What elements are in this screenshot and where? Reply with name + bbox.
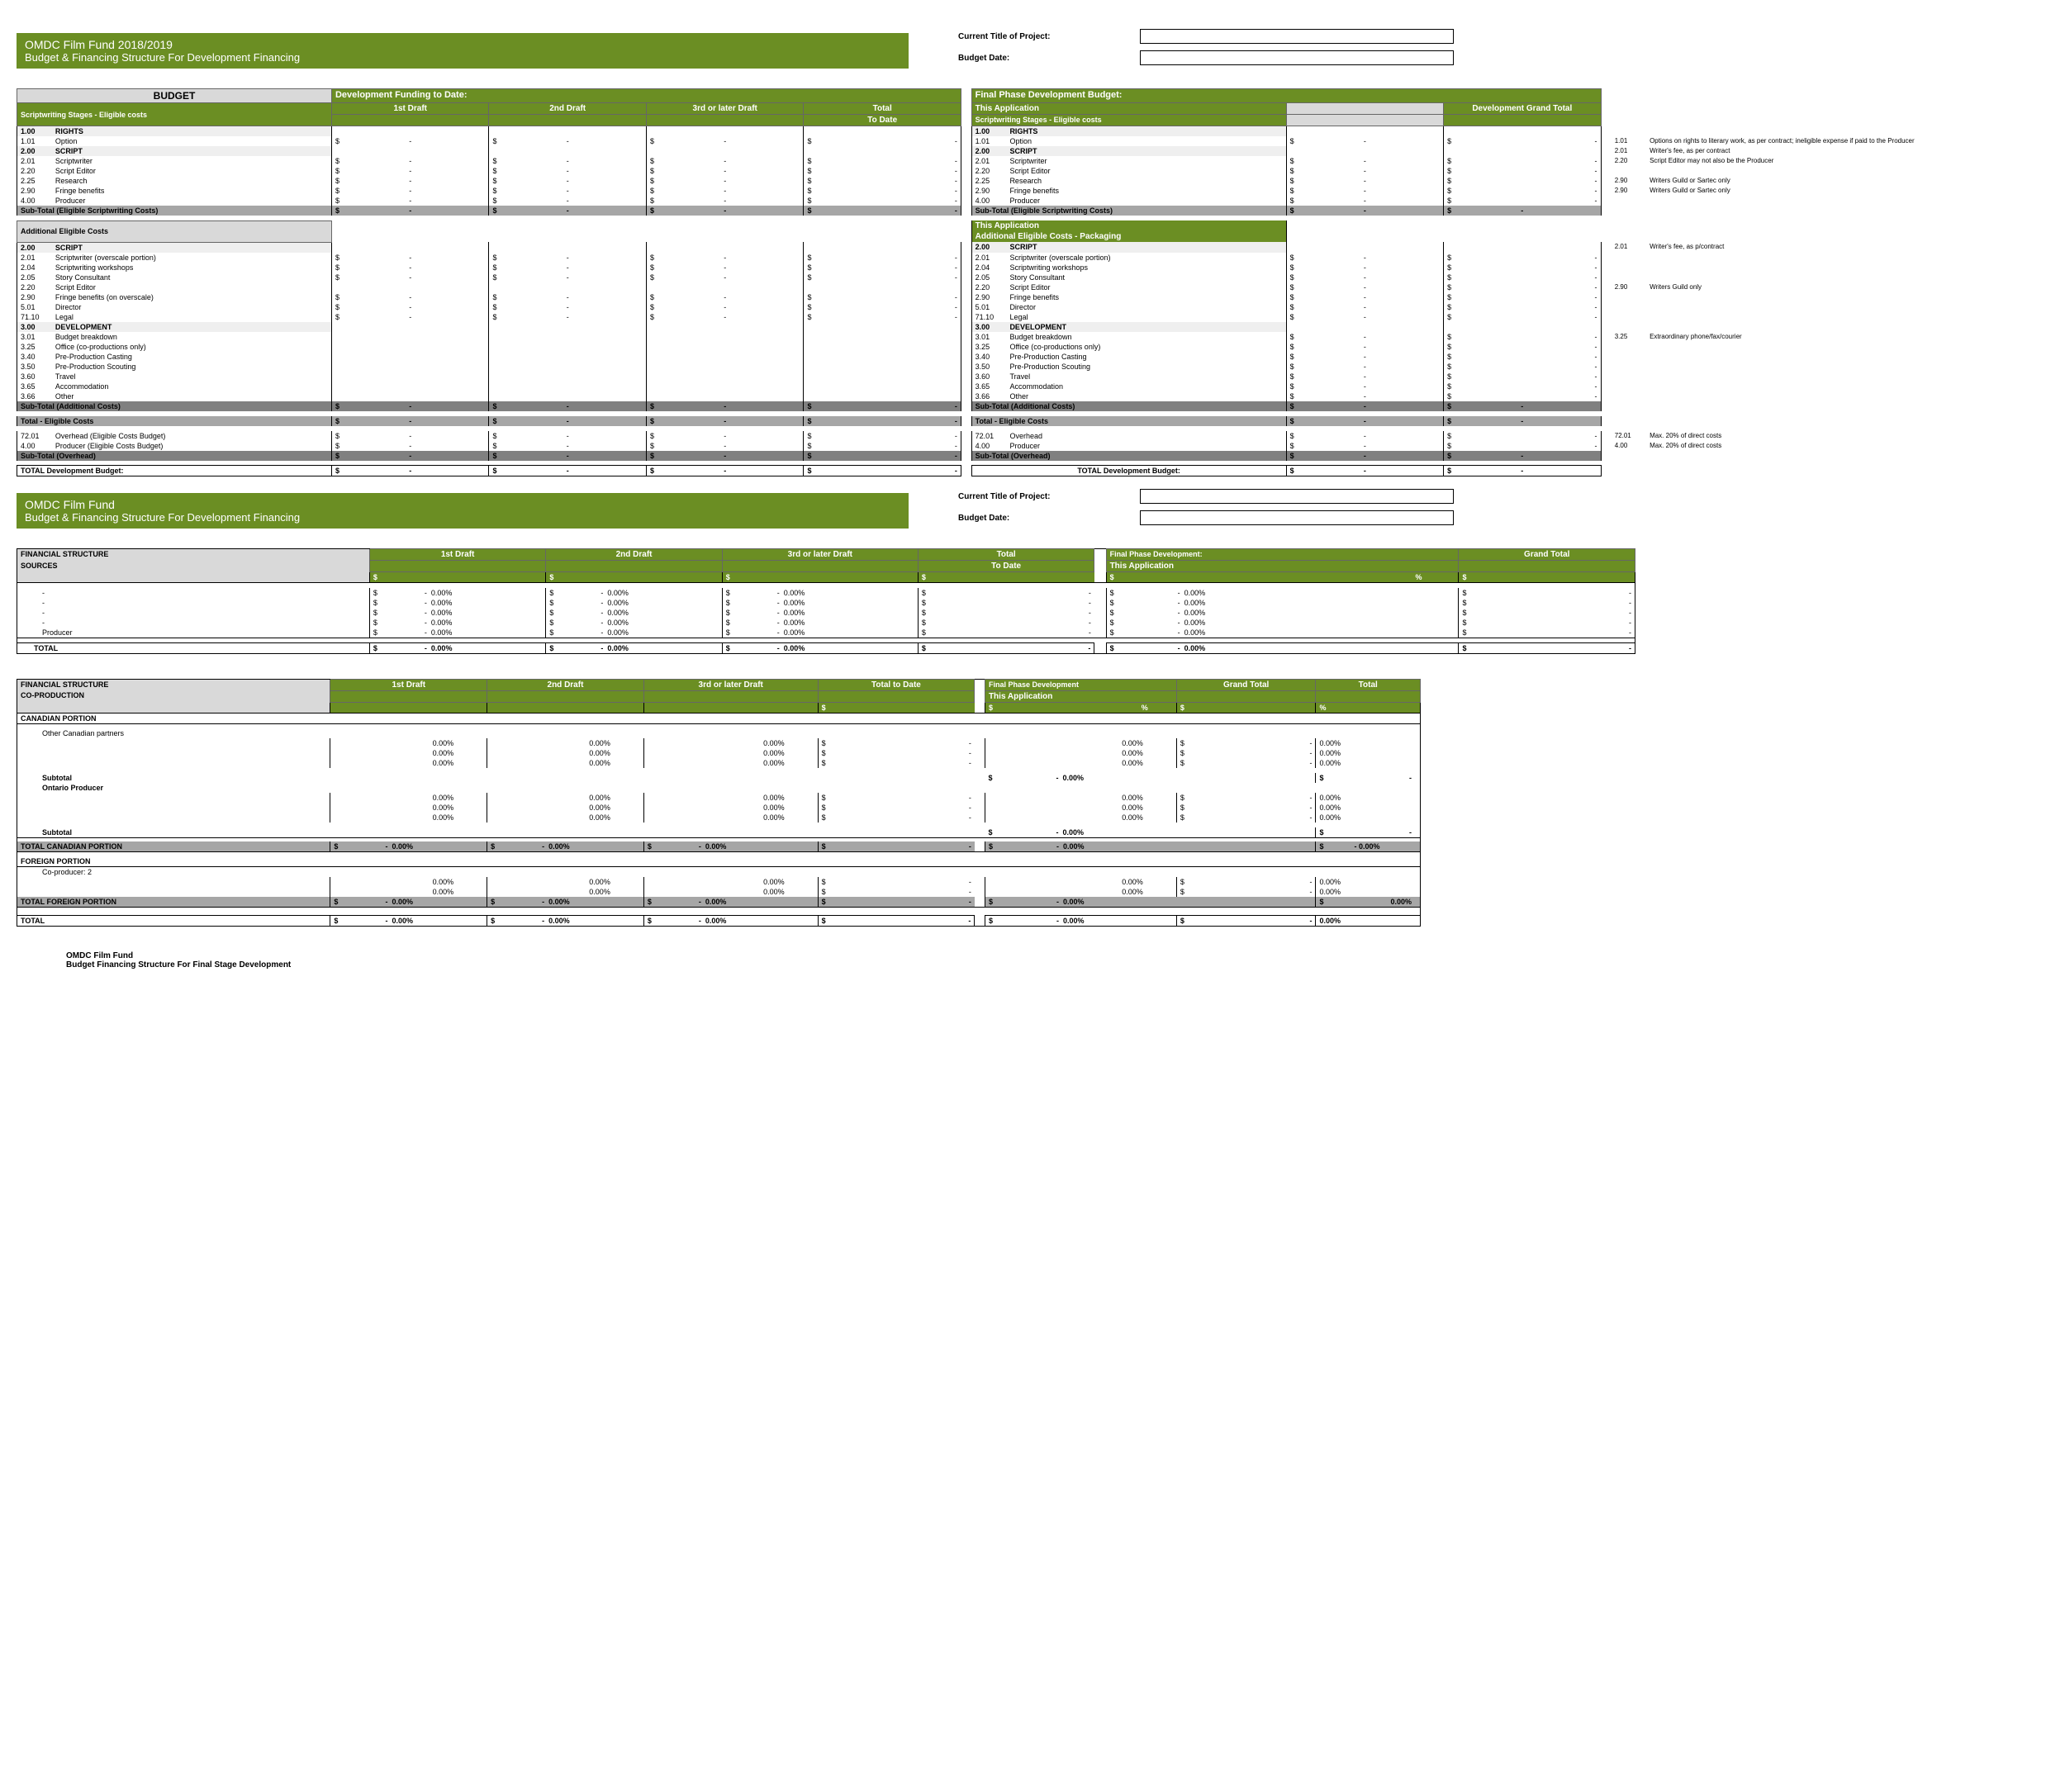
todate-head: To Date bbox=[804, 115, 961, 126]
coprod-table: FINANCIAL STRUCTURE 1st Draft 2nd Draft … bbox=[17, 679, 1421, 927]
meta-block-1: Current Title of Project: Budget Date: bbox=[958, 29, 1619, 65]
addl-header-row: Additional Eligible Costs This Applicati… bbox=[17, 220, 2049, 231]
fs-row: -$- 0.00%$- 0.00%$- 0.00%$-$- 0.00%$- bbox=[17, 598, 1635, 608]
draft-1-head: 1st Draft bbox=[331, 103, 488, 115]
coprod-row: 0.00%0.00%0.00%$-0.00%$-0.00% bbox=[17, 887, 1421, 897]
header-bar-1: OMDC Film Fund 2018/2019 Budget & Financ… bbox=[17, 33, 909, 69]
budget-row-b: 3.60Travel3.60Travel$-$- bbox=[17, 372, 2049, 382]
coprod-row: 0.00%0.00%0.00%$-0.00%$-0.00% bbox=[17, 877, 1421, 887]
script-stages-hdr2: Scriptwriting Stages - Eligible costs bbox=[971, 115, 1286, 126]
draft-3-head: 3rd or later Draft bbox=[646, 103, 803, 115]
footer-line1: OMDC Film Fund bbox=[66, 951, 2048, 960]
fs-total-row: TOTAL $- 0.00% $- 0.00% $- 0.00% $- $- 0… bbox=[17, 642, 1635, 653]
cp-head-row1: FINANCIAL STRUCTURE 1st Draft 2nd Draft … bbox=[17, 679, 1421, 690]
dev-funding-title: Development Funding to Date: bbox=[331, 89, 961, 103]
date-label-1: Budget Date: bbox=[958, 54, 1140, 63]
project-field-2[interactable] bbox=[1140, 489, 1454, 504]
budget-row-b: 2.01Scriptwriter (overscale portion)$-$-… bbox=[17, 253, 2049, 263]
coprod-row: 0.00%0.00%0.00%$-0.00%$-0.00% bbox=[17, 738, 1421, 748]
total-eligible-row: Total - Eligible Costs $- $- $- $- Total… bbox=[17, 416, 2049, 426]
script-stages-hdr: Scriptwriting Stages - Eligible costs bbox=[17, 103, 332, 126]
budget-row-b: 3.00DEVELOPMENT3.00DEVELOPMENT bbox=[17, 322, 2049, 332]
cp-head-row2: CO-PRODUCTION This Application bbox=[17, 690, 1421, 702]
budget-row-b: 2.00SCRIPT2.00SCRIPT2.01Writer's fee, as… bbox=[17, 242, 2049, 253]
fs-head-row2: SOURCES To Date This Application bbox=[17, 561, 1635, 572]
budget-row-b: 3.65Accommodation3.65Accommodation$-$- bbox=[17, 382, 2049, 391]
budget-table: BUDGET Development Funding to Date: Fina… bbox=[17, 88, 2048, 476]
coprod-row: 0.00%0.00%0.00%$-0.00%$-0.00% bbox=[17, 813, 1421, 823]
footer-line2: Budget Financing Structure For Final Sta… bbox=[66, 960, 2048, 969]
date-label-2: Budget Date: bbox=[958, 514, 1140, 523]
fs-row: -$- 0.00%$- 0.00%$- 0.00%$-$- 0.00%$- bbox=[17, 588, 1635, 598]
budget-row-a: 2.01Scriptwriter$-$-$-$-2.01Scriptwriter… bbox=[17, 156, 2049, 166]
coprod-row: 0.00%0.00%0.00%$-0.00%$-0.00% bbox=[17, 758, 1421, 768]
budget-title: BUDGET bbox=[17, 89, 332, 103]
fs-currency-row: $ $ $ $ $% $ bbox=[17, 572, 1635, 583]
budget-row-a: 4.00Producer$-$-$-$-4.00Producer$-$- bbox=[17, 196, 2049, 206]
budget-row-b: 3.40Pre-Production Casting3.40Pre-Produc… bbox=[17, 352, 2049, 362]
budget-row-a: 2.20Script Editor$-$-$-$-2.20Script Edit… bbox=[17, 166, 2049, 176]
date-field-1[interactable] bbox=[1140, 50, 1454, 65]
subtotal-a-row: Sub-Total (Eligible Scriptwriting Costs)… bbox=[17, 206, 2049, 216]
budget-row-b: 71.10Legal$-$-$-$-71.10Legal$-$- bbox=[17, 312, 2049, 322]
budget-row-b: 3.66Other3.66Other$-$- bbox=[17, 391, 2049, 401]
project-label-1: Current Title of Project: bbox=[958, 32, 1140, 41]
cp-total-cdn: TOTAL CANADIAN PORTION $- 0.00% $- 0.00%… bbox=[17, 841, 1421, 852]
subtotal-c-row: Sub-Total (Overhead) $- $- $- $- Sub-Tot… bbox=[17, 451, 2049, 461]
meta-block-2: Current Title of Project: Budget Date: bbox=[958, 489, 1619, 525]
header-title-1: OMDC Film Fund 2018/2019 bbox=[25, 38, 900, 51]
header-subtitle-1: Budget & Financing Structure For Develop… bbox=[25, 51, 900, 64]
subtotal-b-row: Sub-Total (Additional Costs) $- $- $- $-… bbox=[17, 401, 2049, 411]
budget-row-b: 2.05Story Consultant$-$-$-$-2.05Story Co… bbox=[17, 273, 2049, 282]
fs-head-row1: FINANCIAL STRUCTURE 1st Draft 2nd Draft … bbox=[17, 549, 1635, 561]
budget-header-row: BUDGET Development Funding to Date: Fina… bbox=[17, 89, 2049, 103]
budget-row-a: 1.00RIGHTS1.00RIGHTS bbox=[17, 126, 2049, 137]
cp-subtotal1: Subtotal $- 0.00% $- bbox=[17, 773, 1421, 783]
header-bar-2: OMDC Film Fund Budget & Financing Struct… bbox=[17, 493, 909, 529]
budget-row-a: 1.01Option$-$-$-$-1.01Option$-$-1.01Opti… bbox=[17, 136, 2049, 146]
fs-row: -$- 0.00%$- 0.00%$- 0.00%$-$- 0.00%$- bbox=[17, 618, 1635, 628]
budget-row-b: 3.01Budget breakdown3.01Budget breakdown… bbox=[17, 332, 2049, 342]
header-title-2: OMDC Film Fund bbox=[25, 498, 900, 511]
draft-2-head: 2nd Draft bbox=[489, 103, 646, 115]
budget-row-c: 72.01Overhead (Eligible Costs Budget)$-$… bbox=[17, 431, 2049, 441]
fin-sources-table: FINANCIAL STRUCTURE 1st Draft 2nd Draft … bbox=[17, 548, 1635, 654]
budget-row-a: 2.90Fringe benefits$-$-$-$-2.90Fringe be… bbox=[17, 186, 2049, 196]
budget-row-a: 2.25Research$-$-$-$-2.25Research$-$-2.90… bbox=[17, 176, 2049, 186]
coprod-row: 0.00%0.00%0.00%$-0.00%$-0.00% bbox=[17, 748, 1421, 758]
fs-row: -$- 0.00%$- 0.00%$- 0.00%$-$- 0.00%$- bbox=[17, 608, 1635, 618]
project-label-2: Current Title of Project: bbox=[958, 492, 1140, 501]
coprod-row: 0.00%0.00%0.00%$-0.00%$-0.00% bbox=[17, 793, 1421, 803]
budget-row-c: 4.00Producer (Eligible Costs Budget)$-$-… bbox=[17, 441, 2049, 451]
coprod-row: 0.00%0.00%0.00%$-0.00%$-0.00% bbox=[17, 803, 1421, 813]
cp-total-foreign: TOTAL FOREIGN PORTION $- 0.00% $- 0.00% … bbox=[17, 897, 1421, 908]
budget-subheader-row: Scriptwriting Stages - Eligible costs 1s… bbox=[17, 103, 2049, 115]
final-phase-title: Final Phase Development Budget: bbox=[971, 89, 1601, 103]
cp-currency-row: $ $% $ % bbox=[17, 702, 1421, 713]
footer-block: OMDC Film Fund Budget Financing Structur… bbox=[66, 951, 2048, 969]
budget-row-b: 2.20Script Editor2.20Script Editor$-$-2.… bbox=[17, 282, 2049, 292]
total-head: Total bbox=[804, 103, 961, 115]
project-field-1[interactable] bbox=[1140, 29, 1454, 44]
fs-row: Producer$- 0.00%$- 0.00%$- 0.00%$-$- 0.0… bbox=[17, 628, 1635, 638]
header-subtitle-2: Budget & Financing Structure For Develop… bbox=[25, 511, 900, 524]
budget-row-b: 5.01Director$-$-$-$-5.01Director$-$- bbox=[17, 302, 2049, 312]
cp-subtotal2: Subtotal $- 0.00% $- bbox=[17, 827, 1421, 838]
dev-grand-head: Development Grand Total bbox=[1444, 103, 1601, 115]
thisapp-hdr: This Application bbox=[971, 103, 1286, 115]
total-dev-row: TOTAL Development Budget: $- $- $- $- TO… bbox=[17, 466, 2049, 476]
cp-grand-total: TOTAL $- 0.00% $- 0.00% $- 0.00% $- $- 0… bbox=[17, 916, 1421, 927]
budget-row-b: 3.50Pre-Production Scouting3.50Pre-Produ… bbox=[17, 362, 2049, 372]
budget-row-b: 3.25Office (co-productions only)3.25Offi… bbox=[17, 342, 2049, 352]
budget-row-b: 2.04Scriptwriting workshops$-$-$-$-2.04S… bbox=[17, 263, 2049, 273]
budget-row-a: 2.00SCRIPT2.00SCRIPT2.01Writer's fee, as… bbox=[17, 146, 2049, 156]
date-field-2[interactable] bbox=[1140, 510, 1454, 525]
budget-row-b: 2.90Fringe benefits (on overscale)$-$-$-… bbox=[17, 292, 2049, 302]
